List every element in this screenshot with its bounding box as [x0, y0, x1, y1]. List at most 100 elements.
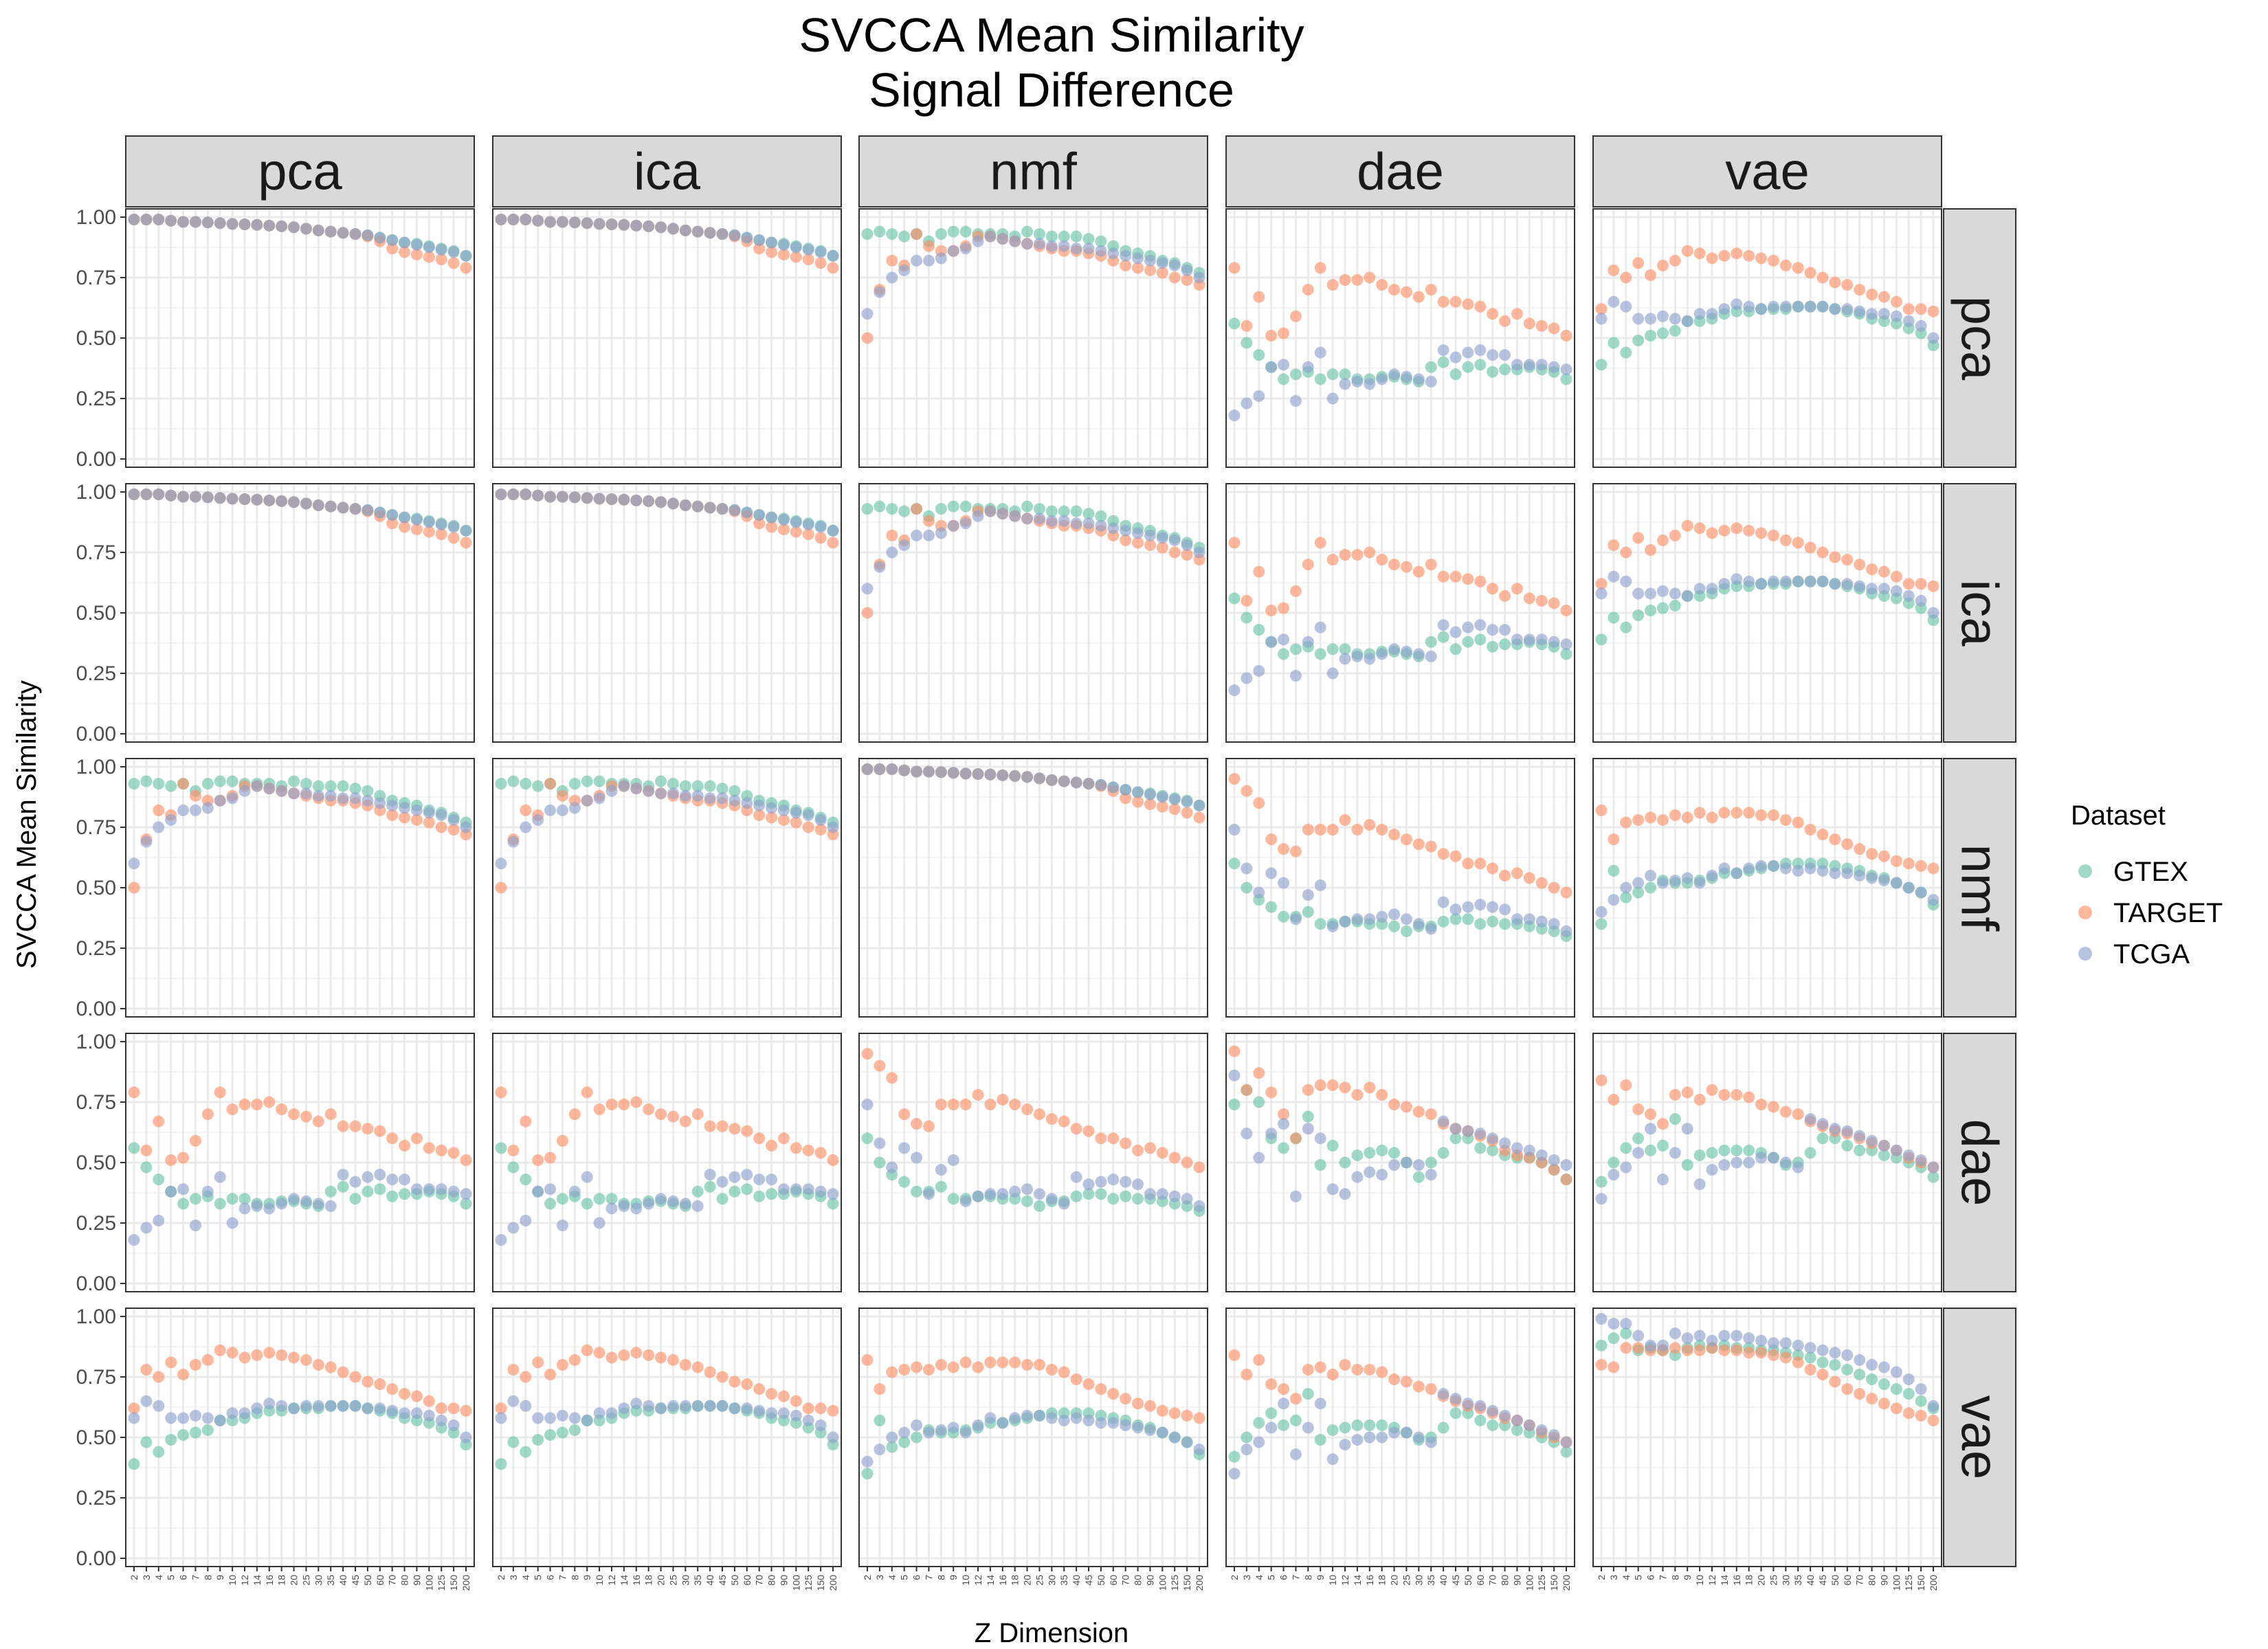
point-tcga: [362, 504, 374, 516]
point-gtex: [556, 1193, 568, 1205]
point-target: [1181, 807, 1193, 819]
point-tcga: [766, 236, 778, 249]
point-gtex: [1474, 918, 1487, 930]
point-tcga: [1021, 1183, 1034, 1196]
point-target: [1804, 824, 1816, 836]
point-target: [1645, 269, 1657, 281]
point-tcga: [140, 835, 153, 848]
facet-strip-row-vae: [1943, 1308, 2016, 1567]
point-target: [1595, 1358, 1608, 1371]
x-tick-label: 200: [1561, 1575, 1572, 1591]
point-gtex: [1632, 886, 1645, 899]
point-target: [655, 1351, 667, 1364]
point-target: [1693, 1344, 1706, 1356]
x-tick-label: 150: [1915, 1575, 1926, 1591]
chart-subtitle: Signal Difference: [869, 63, 1234, 117]
point-target: [972, 1088, 984, 1101]
y-tick-label: 0.50: [76, 1426, 116, 1449]
point-tcga: [1412, 1431, 1425, 1444]
x-tick-label: 150: [1181, 1575, 1192, 1591]
point-tcga: [777, 238, 790, 251]
point-tcga: [984, 768, 997, 781]
point-tcga: [1132, 1422, 1144, 1434]
point-target: [423, 526, 435, 538]
point-target: [886, 1072, 898, 1084]
point-tcga: [667, 223, 679, 235]
point-target: [251, 1349, 263, 1361]
point-target: [935, 1358, 947, 1371]
point-tcga: [1021, 1409, 1034, 1422]
point-target: [507, 1363, 520, 1376]
point-tcga: [214, 794, 226, 807]
x-tick-label: 14: [1719, 1575, 1730, 1586]
point-tcga: [1168, 1190, 1181, 1202]
point-tcga: [386, 1174, 399, 1186]
point-target: [1156, 267, 1168, 279]
point-tcga: [1314, 346, 1326, 359]
point-target: [349, 1120, 362, 1132]
point-target: [802, 254, 814, 266]
point-tcga: [312, 1400, 324, 1412]
point-tcga: [1376, 1431, 1388, 1444]
point-tcga: [827, 1188, 839, 1200]
point-gtex: [399, 1188, 411, 1200]
point-target: [1792, 262, 1804, 274]
point-target: [1364, 271, 1376, 284]
point-gtex: [1388, 920, 1401, 932]
point-tcga: [777, 804, 790, 816]
point-tcga: [1854, 869, 1866, 882]
point-target: [667, 1354, 679, 1366]
point-tcga: [1816, 1344, 1829, 1356]
point-tcga: [1168, 534, 1181, 546]
x-tick-label: 60: [1842, 1575, 1853, 1586]
point-tcga: [1070, 517, 1082, 530]
point-gtex: [1241, 1431, 1253, 1444]
point-tcga: [189, 491, 201, 503]
point-target: [1302, 1084, 1314, 1096]
panel-border: [492, 1033, 842, 1292]
point-tcga: [691, 225, 704, 238]
point-target: [374, 1125, 386, 1137]
point-gtex: [1620, 1327, 1632, 1340]
panel-border: [1225, 1308, 1575, 1567]
x-tick-label: 9: [948, 1575, 959, 1580]
point-tcga: [1021, 238, 1034, 250]
point-target: [1302, 824, 1314, 836]
point-tcga: [386, 1404, 399, 1417]
point-tcga: [1120, 524, 1132, 537]
point-gtex: [1339, 1422, 1351, 1434]
point-target: [1449, 570, 1462, 583]
point-tcga: [128, 1234, 140, 1246]
point-target: [827, 1404, 839, 1417]
point-target: [997, 1356, 1009, 1369]
point-tcga: [1278, 633, 1290, 646]
point-tcga: [766, 1407, 778, 1420]
point-target: [1779, 1351, 1792, 1364]
point-tcga: [423, 516, 435, 528]
point-target: [1400, 1101, 1412, 1113]
x-tick-label: 16: [264, 1575, 275, 1586]
point-target: [201, 1354, 214, 1366]
point-tcga: [1474, 1400, 1487, 1412]
point-tcga: [1645, 587, 1657, 600]
point-tcga: [1656, 1339, 1669, 1351]
point-gtex: [1499, 638, 1511, 651]
point-target: [1743, 249, 1755, 262]
point-tcga: [1339, 1439, 1351, 1451]
point-target: [447, 824, 460, 836]
point-tcga: [165, 1412, 177, 1424]
point-tcga: [1731, 1330, 1743, 1342]
x-tick-label: 125: [1169, 1575, 1180, 1591]
y-tick-label: 0.00: [76, 1547, 116, 1570]
point-target: [1804, 541, 1816, 554]
point-target: [1645, 543, 1657, 556]
point-tcga: [374, 797, 386, 809]
point-gtex: [861, 228, 874, 240]
point-tcga: [410, 513, 423, 526]
point-tcga: [667, 497, 679, 510]
point-target: [1560, 1174, 1572, 1186]
point-tcga: [238, 1202, 251, 1215]
x-tick-label: 100: [1157, 1575, 1168, 1591]
point-tcga: [1156, 532, 1168, 544]
point-tcga: [1693, 1330, 1706, 1342]
